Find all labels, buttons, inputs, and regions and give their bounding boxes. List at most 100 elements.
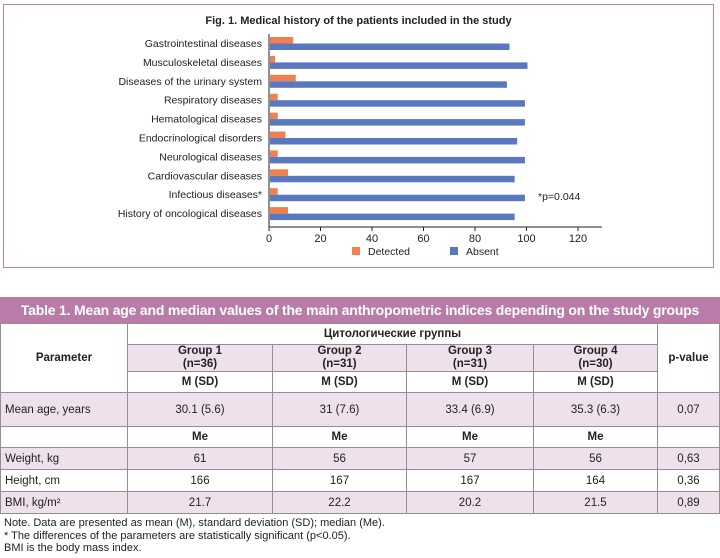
- p-value-cell: 0,89: [657, 491, 720, 514]
- me-header: Me: [127, 426, 273, 448]
- group-header: Цитологические группы: [127, 323, 658, 345]
- legend-label: Detected: [368, 246, 410, 258]
- value-cell: 35.3 (6.3): [533, 392, 658, 427]
- p-header: p-value: [657, 323, 720, 393]
- p-value-cell: 0,07: [657, 392, 720, 427]
- note-line: Note. Data are presented as mean (M), st…: [4, 517, 385, 529]
- msd-header: M (SD): [533, 371, 658, 393]
- param-header: Parameter: [0, 323, 128, 393]
- me-header: Me: [533, 426, 658, 448]
- table-notes: Note. Data are presented as mean (M), st…: [4, 517, 385, 555]
- msd-header: M (SD): [406, 371, 534, 393]
- table-title: Table 1. Mean age and median values of t…: [0, 297, 720, 323]
- value-cell: 167: [406, 469, 534, 492]
- bar-detected: [270, 37, 294, 44]
- group-name: Group 1: [177, 345, 223, 357]
- category-label: Musculoskeletal diseases: [143, 57, 262, 69]
- value-cell: 56: [272, 447, 407, 470]
- bar-detected: [270, 188, 278, 195]
- legend-label: Absent: [466, 246, 499, 258]
- value-cell: 21.7: [127, 491, 273, 514]
- p-value-cell: 0,36: [657, 469, 720, 492]
- group-n: (n=31): [322, 358, 357, 370]
- group-name: Group 4: [573, 345, 618, 357]
- bar-detected: [270, 74, 296, 82]
- category-label: Respiratory diseases: [164, 95, 262, 107]
- category-label: Infectious diseases*: [169, 189, 262, 201]
- data-table: Parameter Цитологические группы p-value Gr…: [0, 323, 720, 514]
- bar-absent: [270, 194, 525, 202]
- category-label: Cardiovascular diseases: [148, 170, 262, 182]
- x-tick-label: 20: [314, 233, 326, 245]
- x-tick-label: 0: [266, 233, 272, 245]
- category-label: History of oncological diseases: [118, 208, 262, 220]
- note-line: BMI is the body mass index.: [4, 542, 142, 554]
- value-cell: 61: [127, 447, 273, 470]
- bar-absent: [270, 43, 510, 50]
- value-cell: 33.4 (6.9): [406, 392, 534, 427]
- group-name: Group 2: [317, 345, 362, 357]
- group-name: Group 3: [447, 345, 493, 357]
- x-tick-label: 40: [366, 233, 378, 245]
- x-tick-label: 120: [569, 233, 587, 245]
- value-cell: 167: [272, 469, 407, 492]
- bar-detected: [270, 93, 278, 101]
- value-cell: 56: [533, 447, 658, 470]
- value-cell: 21.5: [533, 491, 658, 514]
- bar-absent: [270, 213, 515, 221]
- empty-cell: [657, 426, 720, 448]
- bar-absent: [270, 119, 525, 126]
- group-cell: Group 2 (n=31): [272, 344, 407, 372]
- x-tick-label: 80: [469, 233, 481, 245]
- msd-header: M (SD): [127, 371, 273, 393]
- row-label: Mean age, years: [0, 392, 128, 427]
- group-cell: Group 4 (n=30): [533, 344, 658, 372]
- bar-absent: [270, 156, 525, 164]
- category-label: Endocrinological disorders: [139, 133, 262, 145]
- value-cell: 164: [533, 469, 658, 492]
- bar-detected: [270, 131, 286, 138]
- bar-detected: [270, 207, 289, 214]
- category-label: Diseases of the urinary system: [118, 76, 262, 88]
- empty-cell: [0, 426, 128, 448]
- row-label: BMI, kg/m²: [0, 491, 128, 514]
- category-label: Gastrointestinal diseases: [145, 38, 262, 50]
- legend-swatch-absent: [450, 247, 458, 255]
- group-n: (n=30): [578, 358, 613, 370]
- row-label: Height, cm: [0, 469, 128, 492]
- me-header: Me: [272, 426, 407, 448]
- bar-absent: [270, 62, 528, 69]
- value-cell: 31 (7.6): [272, 392, 407, 427]
- group-cell: Group 1 (n=36): [127, 344, 273, 372]
- value-cell: 57: [406, 447, 534, 470]
- table-row: Mean age, years 30.1 (5.6) 31 (7.6) 33.4 (6…: [0, 392, 720, 427]
- value-cell: 22.2: [272, 491, 407, 514]
- bar-absent: [270, 81, 507, 88]
- table-row: BMI, kg/m² 21.7 22.2 20.2 21.5 0,89: [0, 491, 720, 514]
- p-annotation: *p=0.044: [538, 191, 580, 203]
- bar-chart: 0 20 40 60 80 100 120 Gastrointestinal diseases…: [118, 34, 602, 258]
- value-cell: 166: [127, 469, 273, 492]
- x-tick-label: 100: [517, 233, 535, 245]
- x-tick-label: 60: [417, 233, 429, 245]
- note-line: * The differences of the parameters are …: [4, 529, 351, 542]
- bar-absent: [270, 138, 518, 145]
- bar-detected: [270, 55, 276, 63]
- bar-absent: [270, 100, 525, 107]
- bar-detected: [270, 112, 278, 120]
- category-label: Neurological diseases: [159, 151, 262, 163]
- value-cell: 30.1 (5.6): [127, 392, 273, 427]
- me-header: Me: [406, 426, 534, 448]
- bar-detected: [270, 169, 289, 176]
- row-label: Weight, kg: [0, 447, 128, 470]
- value-cell: 20.2: [406, 491, 534, 514]
- category-label: Hematological diseases: [151, 114, 262, 126]
- bar-absent: [270, 175, 515, 183]
- legend-swatch-detected: [352, 247, 360, 255]
- p-value-cell: 0,63: [657, 447, 720, 470]
- bar-detected: [270, 150, 278, 157]
- msd-header: M (SD): [272, 371, 407, 393]
- table-row: Weight, kg 61 56 57 56 0,63: [0, 447, 720, 470]
- group-cell: Group 3 (n=31): [406, 344, 534, 372]
- group-n: (n=31): [452, 358, 488, 370]
